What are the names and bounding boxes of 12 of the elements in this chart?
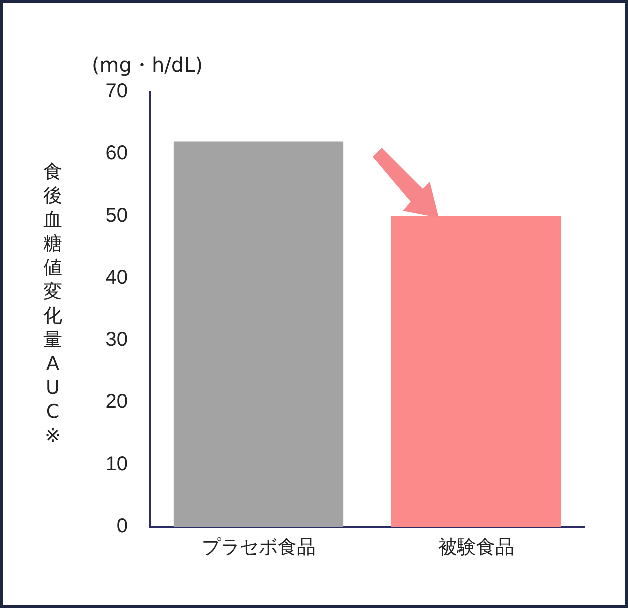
y-tick-label: 0 xyxy=(116,516,128,538)
y-tick-label: 20 xyxy=(106,391,128,414)
y-tick-label: 30 xyxy=(106,329,128,352)
y-tick-label: 10 xyxy=(106,453,128,476)
x-tick-label: プラセボ食品 xyxy=(202,536,316,558)
y-tick-label: 60 xyxy=(106,142,128,165)
text: (mg・h/dL) xyxy=(92,52,204,79)
y-tick-label: 50 xyxy=(106,204,128,227)
y-tick-label: 40 xyxy=(106,266,128,289)
y-tick-label: 70 xyxy=(106,80,128,103)
x-tick-label: 被験食品 xyxy=(438,536,514,558)
text: 食後血糖値変化量AUC※ xyxy=(44,161,62,447)
